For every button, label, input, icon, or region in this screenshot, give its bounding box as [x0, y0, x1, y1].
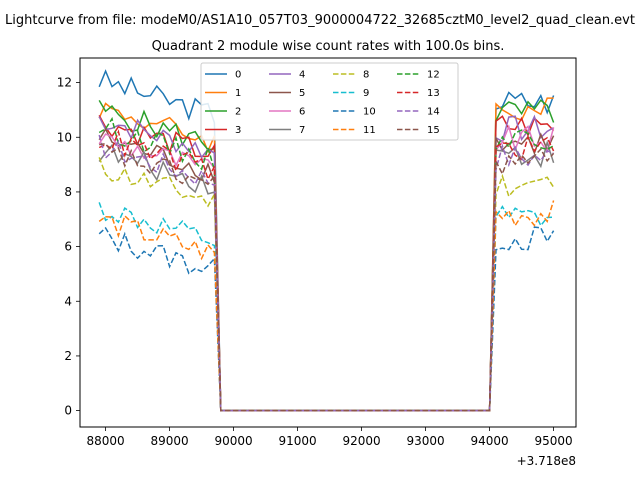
y-tick-label-0: 0	[64, 404, 72, 418]
axis-layer: 88000 89000 90000 91000 92000 93000 94000 95000…	[57, 76, 573, 448]
legend-label-6: 6	[299, 107, 305, 118]
x-tick-label-94000: 94000	[471, 434, 509, 448]
x-tick-label-90000: 90000	[215, 434, 253, 448]
x-tick-label-88000: 88000	[87, 434, 125, 448]
legend-label-14: 14	[427, 107, 440, 118]
legend-label-15: 15	[427, 125, 440, 136]
legend-frame	[200, 62, 459, 141]
y-tick-label-12: 12	[57, 76, 72, 90]
legend-label-0: 0	[235, 70, 241, 81]
legend-label-5: 5	[299, 88, 305, 99]
legend-label-12: 12	[427, 70, 440, 81]
y-tick-label-2: 2	[64, 349, 72, 363]
chart-title: Quadrant 2 module wise count rates with …	[152, 39, 505, 54]
legend-label-11: 11	[363, 125, 376, 136]
figure-suptitle: Lightcurve from file: modeM0/AS1A10_057T…	[5, 13, 635, 28]
y-tick-label-4: 4	[64, 294, 72, 308]
legend-label-10: 10	[363, 107, 376, 118]
legend-label-8: 8	[363, 70, 369, 81]
y-tick-label-8: 8	[64, 185, 72, 199]
series-layer	[98, 69, 555, 412]
x-tick-label-89000: 89000	[151, 434, 189, 448]
y-tick-label-10: 10	[57, 130, 72, 144]
series-line-15	[99, 143, 555, 412]
x-axis-offset-label: +3.718e8	[517, 454, 576, 468]
y-tick-label-6: 6	[64, 240, 72, 254]
x-tick-label-93000: 93000	[407, 434, 445, 448]
legend-label-13: 13	[427, 88, 440, 99]
legend-label-4: 4	[299, 70, 305, 81]
legend-label-9: 9	[363, 88, 369, 99]
x-tick-label-91000: 91000	[279, 434, 317, 448]
legend-label-3: 3	[235, 125, 241, 136]
legend-label-7: 7	[299, 125, 305, 136]
legend-label-2: 2	[235, 107, 241, 118]
legend-label-1: 1	[235, 88, 241, 99]
x-tick-label-95000: 95000	[535, 434, 573, 448]
x-tick-label-92000: 92000	[343, 434, 381, 448]
